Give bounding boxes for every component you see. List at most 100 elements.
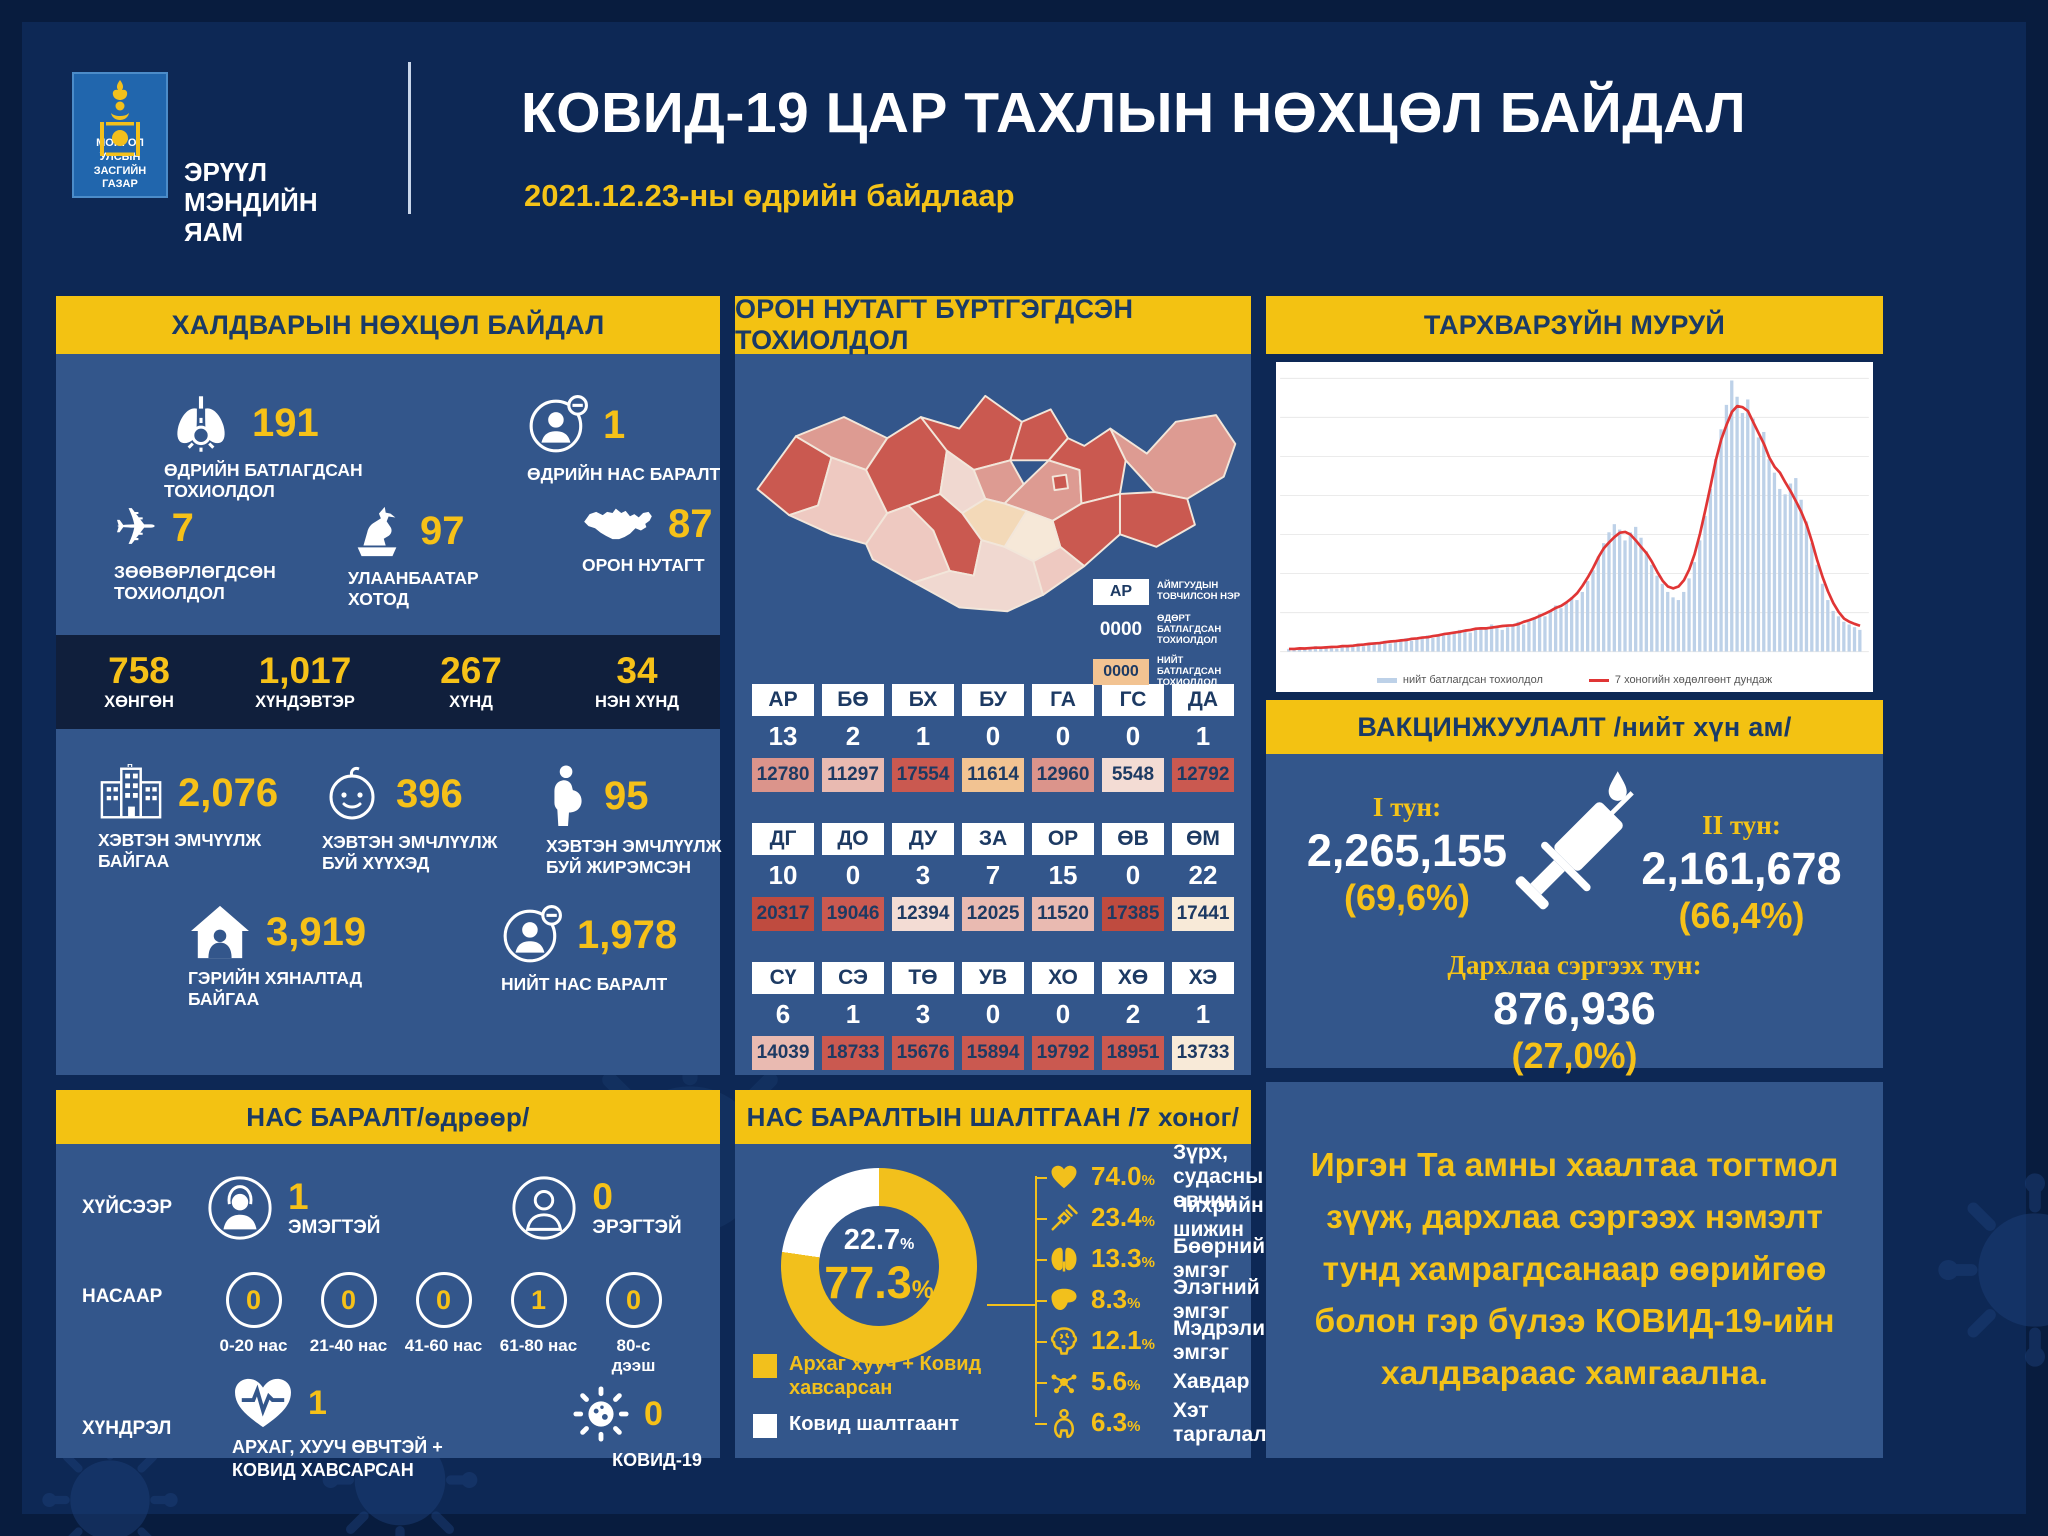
- donut-legend-comorbid: Архаг хууч + Ковид хавсарсан: [753, 1352, 1013, 1400]
- stat-hospitalized: Н 2,076 ХЭВТЭН ЭМЧҮҮЛЖ БАЙГАА: [98, 764, 298, 879]
- stat-label: ГЭРИЙН ХЯНАЛТАД БАЙГАА: [188, 968, 363, 1010]
- header-divider: [408, 62, 411, 214]
- svg-text:Н: Н: [127, 764, 133, 769]
- region-column: ДУ 3 12394: [892, 823, 954, 931]
- mongolia-choropleth-map: [743, 362, 1243, 674]
- page-header: МОНГОЛ УЛСЫН ЗАСГИЙН ГАЗАР ЭРҮҮЛ МЭНДИЙН…: [0, 0, 2048, 247]
- region-total-cases: 12025: [962, 897, 1024, 931]
- region-column: ОР 15 11520: [1032, 823, 1094, 931]
- stat-hospitalized-pregnant: 95 ХЭВТЭН ЭМЧЛҮҮЛЖ БУЙ ЖИРЭМСЭН: [546, 764, 746, 879]
- death-count: 0: [644, 1394, 663, 1433]
- legend-label: Архаг хууч + Ковид хавсарсан: [789, 1353, 982, 1399]
- stat-label: ЗӨӨВӨРЛӨГДСӨН ТОХИОЛДОЛ: [114, 562, 276, 604]
- cause-item: 6.3% Хэт таргалалт: [1035, 1399, 1277, 1446]
- stat-value: 2,076: [178, 770, 279, 815]
- legend-label: ӨДӨРТ БАТЛАГДСАН ТОХИОЛДОЛ: [1157, 613, 1222, 646]
- female-icon: [208, 1176, 272, 1240]
- death-label: АРХАГ, ХУУЧ ӨВЧТЭЙ + КОВИД ХАВСАРСАН: [232, 1437, 443, 1480]
- severity-item: 1,017 ХҮНДЭВТЭР: [222, 651, 388, 712]
- severity-label: ХҮНДЭВТЭР: [255, 692, 355, 711]
- row-label: НАСААР: [82, 1286, 163, 1307]
- region-code: ӨВ: [1102, 823, 1164, 855]
- cause-item: 5.6% Хавдар: [1035, 1361, 1249, 1402]
- map-region: [1009, 408, 1069, 462]
- region-code: ДГ: [752, 823, 814, 855]
- baby-icon: [329, 767, 375, 820]
- region-total-cases: 5548: [1102, 758, 1164, 792]
- death-label: ЭРЭГТЭЙ: [592, 1216, 682, 1238]
- region-column: БУ 0 11614: [962, 684, 1024, 792]
- cause-item: 74.0% Зүрх, судасны өвчин: [1035, 1141, 1263, 1212]
- cause-label: Мэдрэлийн эмгэг: [1173, 1316, 1291, 1364]
- severity-item: 34 НЭН ХҮНД: [554, 650, 720, 712]
- region-daily-cases: 10: [768, 860, 798, 890]
- stat-value: 396: [396, 771, 463, 816]
- kidney-icon: [1051, 1247, 1077, 1271]
- region-total-cases: 11520: [1032, 897, 1094, 931]
- region-column: ДА 1 12792: [1172, 684, 1234, 792]
- region-panel: АР АЙМГУУДЫН ТОВЧИЛСОН НЭР 0000 ӨДӨРТ БА…: [735, 354, 1251, 1075]
- death-count: 1: [308, 1383, 327, 1422]
- infection-panel: 191 ӨДРИЙН БАТЛАГДСАН ТОХИОЛДОЛ 1 ӨДРИЙН…: [56, 354, 721, 1075]
- epidemic-curve-chart: нийт батлагдсан тохиолдол 7 хоногийн хөдө…: [1276, 362, 1873, 692]
- region-column: ӨВ 0 17385: [1102, 823, 1164, 931]
- map-region: [1118, 491, 1196, 548]
- region-code: ГС: [1102, 684, 1164, 716]
- legend-daily-sample: 0000: [1099, 619, 1143, 641]
- region-column: ГА 0 12960: [1032, 684, 1094, 792]
- stat-value: 191: [252, 400, 319, 445]
- advisory-panel: Иргэн Та амны хаалтаа тогтмол зүүж, дарх…: [1266, 1082, 1883, 1458]
- age-count-circle: 0: [225, 1272, 282, 1328]
- region-daily-cases: 0: [985, 999, 1001, 1029]
- legend-swatch: [1588, 678, 1609, 682]
- severity-value: 758: [108, 650, 170, 692]
- donut-labels: 22.7% 77.3%: [781, 1168, 977, 1364]
- region-daily-cases: 6: [775, 999, 791, 1029]
- person-minus-icon: [529, 395, 588, 453]
- map-legend: АР АЙМГУУДЫН ТОВЧИЛСОН НЭР 0000 ӨДӨРТ БА…: [1093, 579, 1243, 689]
- severity-item: 267 ХҮНД: [388, 650, 554, 712]
- severity-value: 34: [616, 650, 658, 692]
- stat-label: ХЭВТЭН ЭМЧЛҮҮЛЖ БУЙ ЖИРЭМСЭН: [546, 836, 722, 878]
- region-code: ХО: [1032, 962, 1094, 994]
- region-total-cases: 11297: [822, 758, 884, 792]
- government-logo: МОНГОЛ УЛСЫН ЗАСГИЙН ГАЗАР: [72, 72, 168, 198]
- region-daily-cases: 0: [1125, 860, 1141, 890]
- region-total-cases: 12792: [1172, 758, 1234, 792]
- death-count: 1: [288, 1175, 309, 1217]
- region-code: ХӨ: [1102, 962, 1164, 994]
- stat-label: ӨДРИЙН НАС БАРАЛТ: [527, 464, 721, 484]
- region-total-cases: 20317: [752, 897, 814, 931]
- comorbidity-deaths: 1 АРХАГ, ХУУЧ ӨВЧТЭЙ + КОВИД ХАВСАРСАН: [232, 1376, 482, 1481]
- advisory-text: Иргэн Та амны хаалтаа тогтмол зүүж, дарх…: [1310, 1147, 1839, 1392]
- age-range-label: 61-80 нас: [499, 1336, 578, 1355]
- soyombo-emblem-icon: [100, 80, 140, 156]
- region-daily-cases: 0: [985, 721, 1001, 751]
- region-daily-cases: 3: [915, 999, 931, 1029]
- statue-icon: [357, 506, 397, 557]
- severity-label: ХҮНД: [449, 692, 493, 711]
- heart-icon: [1051, 1165, 1077, 1188]
- region-code: СЭ: [822, 962, 884, 994]
- age-group: 0 41-60 нас: [396, 1272, 491, 1377]
- covid-percent: 22.7%: [843, 1223, 915, 1256]
- region-column: ХЭ 1 13733: [1172, 962, 1234, 1070]
- region-code: ЗА: [962, 823, 1024, 855]
- region-daily-cases: 13: [768, 721, 798, 751]
- region-table-group: АР 13 12780 БӨ 2 11297 БХ 1 17554 БУ 0: [752, 684, 1234, 792]
- cause-percent: 6.3%: [1091, 1407, 1141, 1437]
- region-daily-cases: 0: [1055, 721, 1071, 751]
- legend-label: 7 хоногийн хөдөлгөөнт дундаж: [1614, 674, 1773, 686]
- region-total-cases: 18733: [822, 1036, 884, 1070]
- region-total-cases: 17441: [1172, 897, 1234, 931]
- region-code: БУ: [962, 684, 1024, 716]
- deaths-by-complication-row: ХҮНДРЭЛ 1 АРХАГ, ХУУЧ ӨВЧТЭЙ + КОВИД ХАВ…: [56, 1376, 742, 1481]
- region-code: ДУ: [892, 823, 954, 855]
- region-column: ЗА 7 12025: [962, 823, 1024, 931]
- severity-band: 758 ХӨНГӨН 1,017 ХҮНДЭВТЭР 267 ХҮНД 34 НЭН …: [56, 635, 720, 729]
- deaths-by-age-row: НАСААР 0 0-20 нас 0 21-40 нас 0 41-60 нас 1…: [56, 1272, 681, 1377]
- region-total-cases: 18951: [1102, 1036, 1164, 1070]
- region-column: УВ 0 15894: [962, 962, 1024, 1070]
- region-column: ДГ 10 20317: [752, 823, 814, 931]
- severity-value: 267: [440, 650, 502, 692]
